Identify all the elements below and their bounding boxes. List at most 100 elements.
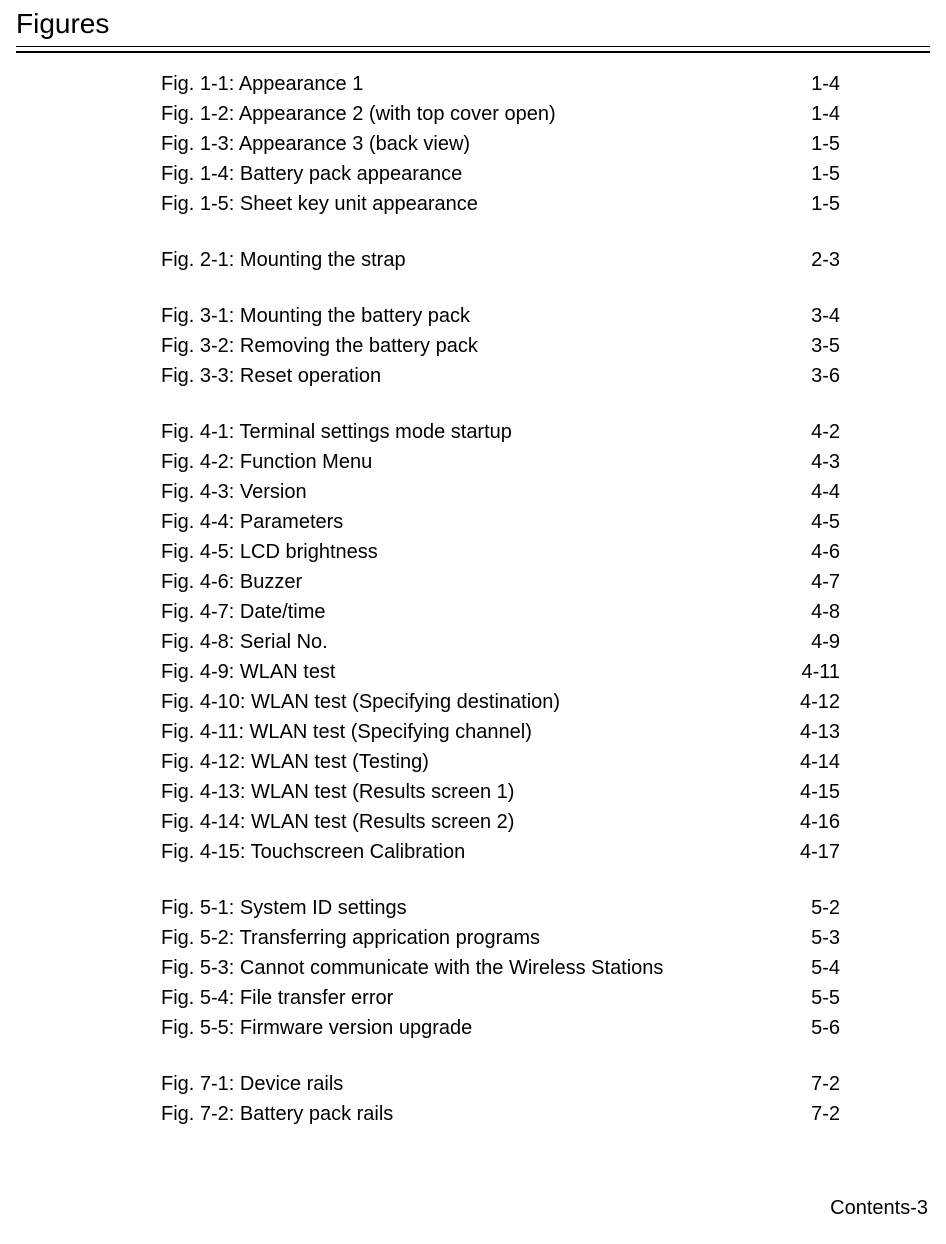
figure-label: Fig. 2-1: Mounting the strap xyxy=(161,250,406,270)
figure-entry: Fig. 4-4: Parameters 4-5 xyxy=(161,507,840,537)
figure-page: 4-16 xyxy=(788,812,840,832)
figure-label: Fig. 1-1: Appearance 1 xyxy=(161,74,363,94)
section-title: Figures xyxy=(16,8,930,42)
figure-page: 3-5 xyxy=(799,336,840,356)
figure-label: Fig. 5-5: Firmware version upgrade xyxy=(161,1018,472,1038)
figure-page: 3-4 xyxy=(799,306,840,326)
figure-entry: Fig. 4-10: WLAN test (Specifying destina… xyxy=(161,687,840,717)
figure-entry: Fig. 4-6: Buzzer 4-7 xyxy=(161,567,840,597)
figure-entry: Fig. 4-13: WLAN test (Results screen 1) 4… xyxy=(161,777,840,807)
figure-entry: Fig. 4-8: Serial No. 4-9 xyxy=(161,627,840,657)
figure-entry: Fig. 4-5: LCD brightness 4-6 xyxy=(161,537,840,567)
figure-page: 1-4 xyxy=(799,74,840,94)
figure-entry: Fig. 5-1: System ID settings 5-2 xyxy=(161,893,840,923)
figure-page: 3-6 xyxy=(799,366,840,386)
figure-entry: Fig. 3-1: Mounting the battery pack 3-4 xyxy=(161,301,840,331)
figure-label: Fig. 4-11: WLAN test (Specifying channel… xyxy=(161,722,532,742)
figure-entry: Fig. 5-4: File transfer error 5-5 xyxy=(161,983,840,1013)
figure-label: Fig. 4-14: WLAN test (Results screen 2) xyxy=(161,812,514,832)
figure-page: 1-5 xyxy=(799,194,840,214)
section-gap xyxy=(161,1043,840,1069)
figure-entry: Fig. 5-2: Transferring apprication progr… xyxy=(161,923,840,953)
figure-label: Fig. 4-13: WLAN test (Results screen 1) xyxy=(161,782,514,802)
figure-label: Fig. 4-4: Parameters xyxy=(161,512,343,532)
figure-entry: Fig. 4-3: Version 4-4 xyxy=(161,477,840,507)
figure-label: Fig. 5-1: System ID settings xyxy=(161,898,407,918)
figure-entry: Fig. 7-1: Device rails 7-2 xyxy=(161,1069,840,1099)
figure-entry: Fig. 4-2: Function Menu 4-3 xyxy=(161,447,840,477)
figure-label: Fig. 4-15: Touchscreen Calibration xyxy=(161,842,465,862)
page-footer: Contents-3 xyxy=(830,1197,928,1220)
figure-label: Fig. 5-2: Transferring apprication progr… xyxy=(161,928,540,948)
section-gap xyxy=(161,867,840,893)
figure-page: 4-14 xyxy=(788,752,840,772)
figure-label: Fig. 7-2: Battery pack rails xyxy=(161,1104,393,1124)
figure-page: 7-2 xyxy=(799,1074,840,1094)
figure-page: 4-9 xyxy=(799,632,840,652)
figure-entry: Fig. 4-14: WLAN test (Results screen 2) 4… xyxy=(161,807,840,837)
figure-page: 5-2 xyxy=(799,898,840,918)
figure-entry: Fig. 1-1: Appearance 1 1-4 xyxy=(161,69,840,99)
figure-label: Fig. 7-1: Device rails xyxy=(161,1074,343,1094)
figure-entry: Fig. 5-3: Cannot communicate with the Wi… xyxy=(161,953,840,983)
title-rule xyxy=(16,46,930,49)
figure-entry: Fig. 4-11: WLAN test (Specifying channel… xyxy=(161,717,840,747)
figure-label: Fig. 3-1: Mounting the battery pack xyxy=(161,306,470,326)
figure-entry: Fig. 1-4: Battery pack appearance 1-5 xyxy=(161,159,840,189)
figure-entry: Fig. 4-12: WLAN test (Testing) 4-14 xyxy=(161,747,840,777)
figure-label: Fig. 4-7: Date/time xyxy=(161,602,326,622)
section-gap xyxy=(161,275,840,301)
figure-label: Fig. 4-8: Serial No. xyxy=(161,632,328,652)
figure-page: 4-6 xyxy=(799,542,840,562)
figure-page: 1-5 xyxy=(799,134,840,154)
figure-page: 4-15 xyxy=(788,782,840,802)
figure-page: 4-2 xyxy=(799,422,840,442)
figure-entry: Fig. 3-2: Removing the battery pack 3-5 xyxy=(161,331,840,361)
figure-entry: Fig. 1-5: Sheet key unit appearance 1-5 xyxy=(161,189,840,219)
figure-label: Fig. 5-4: File transfer error xyxy=(161,988,393,1008)
figure-label: Fig. 4-10: WLAN test (Specifying destina… xyxy=(161,692,560,712)
figure-page: 5-5 xyxy=(799,988,840,1008)
figure-label: Fig. 4-5: LCD brightness xyxy=(161,542,378,562)
figure-label: Fig. 1-5: Sheet key unit appearance xyxy=(161,194,478,214)
figure-page: 4-5 xyxy=(799,512,840,532)
figure-entry: Fig. 1-2: Appearance 2 (with top cover o… xyxy=(161,99,840,129)
figure-label: Fig. 4-12: WLAN test (Testing) xyxy=(161,752,429,772)
figure-page: 4-3 xyxy=(799,452,840,472)
figure-page: 4-8 xyxy=(799,602,840,622)
figure-page: 5-3 xyxy=(799,928,840,948)
figure-label: Fig. 4-1: Terminal settings mode startup xyxy=(161,422,512,442)
figure-page: 4-12 xyxy=(788,692,840,712)
figure-entry: Fig. 4-15: Touchscreen Calibration 4-17 xyxy=(161,837,840,867)
figure-entry: Fig. 7-2: Battery pack rails 7-2 xyxy=(161,1099,840,1129)
figure-entry: Fig. 4-7: Date/time 4-8 xyxy=(161,597,840,627)
figure-label: Fig. 4-9: WLAN test xyxy=(161,662,336,682)
figure-label: Fig. 4-3: Version xyxy=(161,482,307,502)
figure-page: 1-4 xyxy=(799,104,840,124)
figure-page: 1-5 xyxy=(799,164,840,184)
figure-page: 4-13 xyxy=(788,722,840,742)
figure-page: 4-4 xyxy=(799,482,840,502)
figure-label: Fig. 5-3: Cannot communicate with the Wi… xyxy=(161,958,663,978)
figure-entry: Fig. 2-1: Mounting the strap 2-3 xyxy=(161,245,840,275)
figure-entry: Fig. 5-5: Firmware version upgrade 5-6 xyxy=(161,1013,840,1043)
figure-label: Fig. 4-6: Buzzer xyxy=(161,572,302,592)
figure-entry: Fig. 4-9: WLAN test4-11 xyxy=(161,657,840,687)
figure-label: Fig. 3-2: Removing the battery pack xyxy=(161,336,478,356)
figure-page: 2-3 xyxy=(799,250,840,270)
figure-entry: Fig. 4-1: Terminal settings mode startup… xyxy=(161,417,840,447)
figure-page: 5-4 xyxy=(799,958,840,978)
section-gap xyxy=(161,219,840,245)
figure-label: Fig. 1-4: Battery pack appearance xyxy=(161,164,462,184)
figure-page: 4-7 xyxy=(799,572,840,592)
figure-label: Fig. 1-2: Appearance 2 (with top cover o… xyxy=(161,104,556,124)
figure-label: Fig. 4-2: Function Menu xyxy=(161,452,372,472)
figure-entry: Fig. 3-3: Reset operation3-6 xyxy=(161,361,840,391)
figure-page: 5-6 xyxy=(799,1018,840,1038)
figures-list: Fig. 1-1: Appearance 1 1-4 Fig. 1-2: Appea… xyxy=(161,69,840,1129)
page: Figures Fig. 1-1: Appearance 11-4Fig. 1-… xyxy=(0,0,946,1244)
figure-label: Fig. 1-3: Appearance 3 (back view) xyxy=(161,134,470,154)
figure-page: 7-2 xyxy=(799,1104,840,1124)
figure-page: 4-17 xyxy=(788,842,840,862)
title-rule-thick xyxy=(16,51,930,53)
